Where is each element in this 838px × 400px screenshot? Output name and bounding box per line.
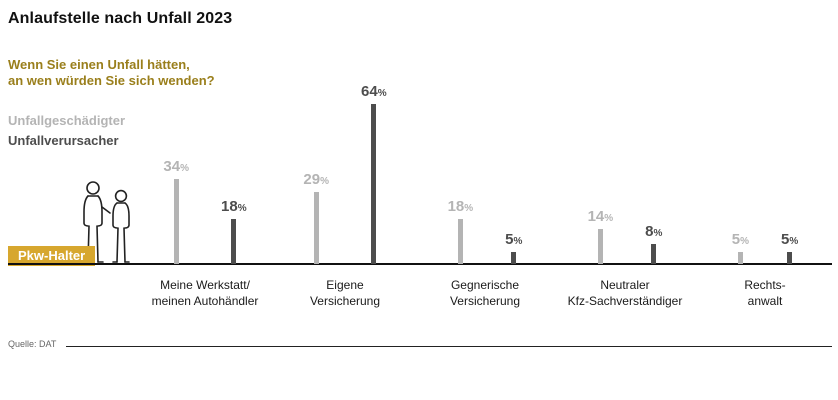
bar-pair: 14% 8% (587, 79, 662, 264)
bar-unfallgeschaedigter: 29% (303, 170, 329, 264)
bar (651, 244, 657, 264)
chart-group: 14% 8% Neutraler Kfz-Sachverständiger (555, 79, 695, 309)
value-label: 5% (505, 230, 523, 248)
category-label: Neutraler Kfz-Sachverständiger (567, 278, 683, 308)
chart-question: Wenn Sie einen Unfall hätten, an wen wür… (8, 57, 215, 88)
chart-group: 34% 18% Meine Werkstatt/meinen Autohändler (135, 79, 275, 309)
bar (787, 251, 793, 264)
bar-unfallverursacher: 64% (361, 83, 387, 264)
bar (313, 191, 319, 264)
bar (173, 179, 179, 264)
bar-pair: 29% 64% (303, 79, 387, 264)
bar-unfallverursacher: 8% (645, 223, 662, 264)
legend-unfallgeschaedigter: Unfallgeschädigter (8, 113, 126, 128)
question-line-2: an wen würden Sie sich wenden? (8, 72, 215, 88)
page-title: Anlaufstelle nach Unfall 2023 (8, 10, 233, 27)
category-label: Meine Werkstatt/meinen Autohändler (151, 278, 259, 308)
value-label: 29% (303, 170, 329, 188)
bar (371, 104, 377, 264)
bar (737, 251, 743, 264)
chart-group: 29% 64% Eigene Versicherung (275, 79, 415, 309)
chart-baseline (8, 263, 832, 265)
bar-unfallgeschaedigter: 14% (587, 208, 614, 264)
value-label: 64% (361, 83, 387, 100)
bar (511, 251, 517, 264)
bar-pair: 5% 5% (731, 79, 799, 264)
bar (457, 219, 463, 264)
bar-unfallgeschaedigter: 34% (163, 158, 189, 264)
source-label: Quelle: DAT (8, 339, 57, 349)
bar-unfallverursacher: 5% (505, 230, 523, 264)
value-label: 14% (587, 208, 614, 225)
question-line-1: Wenn Sie einen Unfall hätten, (8, 57, 190, 72)
category-label: Gegnerische Versicherung (449, 278, 521, 308)
legend-unfallverursacher: Unfallverursacher (8, 133, 119, 149)
value-label: 8% (645, 223, 663, 240)
chart-plot-area: 34% 18% Meine Werkstatt/meinen Autohändler… (135, 79, 835, 309)
category-label: Eigene Versicherung (309, 278, 381, 308)
bar (597, 229, 603, 264)
value-label: 5% (781, 230, 799, 248)
bar-pair: 18% 5% (447, 79, 523, 264)
bar-unfallverursacher: 5% (781, 230, 799, 264)
value-label: 18% (447, 198, 474, 215)
footer-rule (66, 346, 832, 347)
value-label: 18% (221, 198, 247, 215)
pkw-halter-badge: Pkw-Halter (8, 246, 96, 266)
bar-unfallgeschaedigter: 5% (731, 230, 749, 264)
bar-unfallverursacher: 18% (221, 198, 247, 264)
value-label: 5% (731, 230, 749, 248)
value-label: 34% (163, 158, 189, 175)
chart-group: 18% 5% Gegnerische Versicherung (415, 79, 555, 309)
bar (231, 219, 237, 264)
chart-legend: Unfallgeschädigter Unfallverursacher (8, 111, 125, 151)
category-label: Rechts-anwalt (744, 278, 786, 308)
bar-pair: 34% 18% (163, 79, 247, 264)
source-row: Quelle: DAT (8, 339, 832, 350)
bar-unfallgeschaedigter: 18% (447, 198, 474, 264)
chart-group: 5% 5% Rechts-anwalt (695, 79, 835, 309)
